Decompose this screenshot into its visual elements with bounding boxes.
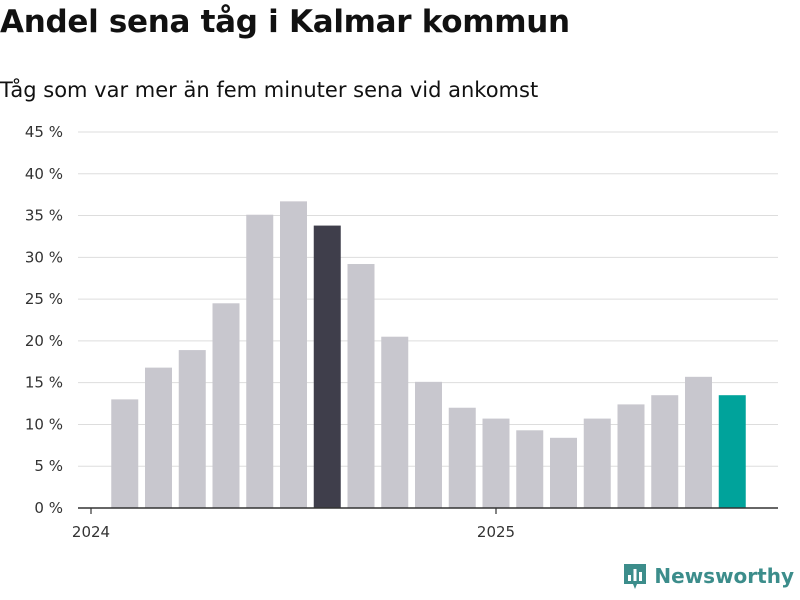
chart-subtitle: Tåg som var mer än fem minuter sena vid … [0,78,539,102]
bar [415,381,442,508]
y-tick-label: 20 % [25,332,63,350]
bars [111,201,746,509]
bar [583,418,611,508]
x-tick-label: 2025 [477,523,515,541]
bar [718,395,746,508]
bar [516,430,544,508]
chart-title: Andel sena tåg i Kalmar kommun [0,4,570,40]
bar-chart-logo-icon [624,564,647,589]
axes: 0 % 5 % 10 % 15 % 20 % 25 % 30 % 35 % 40 % 45 % 20… [25,123,778,541]
y-tick-label: 40 % [25,165,63,183]
bar [550,437,577,508]
y-tick-label: 35 % [25,207,63,225]
bar [347,264,375,508]
y-tick-label: 5 % [34,457,63,475]
y-tick-label: 25 % [25,290,63,308]
bar [617,404,645,508]
brand-logo: Newsworthy [622,562,794,590]
bar [685,376,712,508]
bar [448,407,476,508]
y-tick-label: 0 % [34,499,63,517]
bar [178,350,206,508]
bar [212,303,240,508]
y-tick-label: 10 % [25,415,63,433]
brand-name: Newsworthy [654,564,794,588]
bar [381,336,409,508]
bar [145,367,172,508]
bar [482,418,510,508]
bar [111,399,139,508]
bar [651,395,679,508]
x-tick-label: 2024 [72,523,110,541]
y-tick-label: 45 % [25,123,63,141]
bar [246,214,274,508]
y-tick-label: 30 % [25,248,63,266]
y-tick-label: 15 % [25,374,63,392]
bar [280,201,307,508]
bar [313,225,341,509]
